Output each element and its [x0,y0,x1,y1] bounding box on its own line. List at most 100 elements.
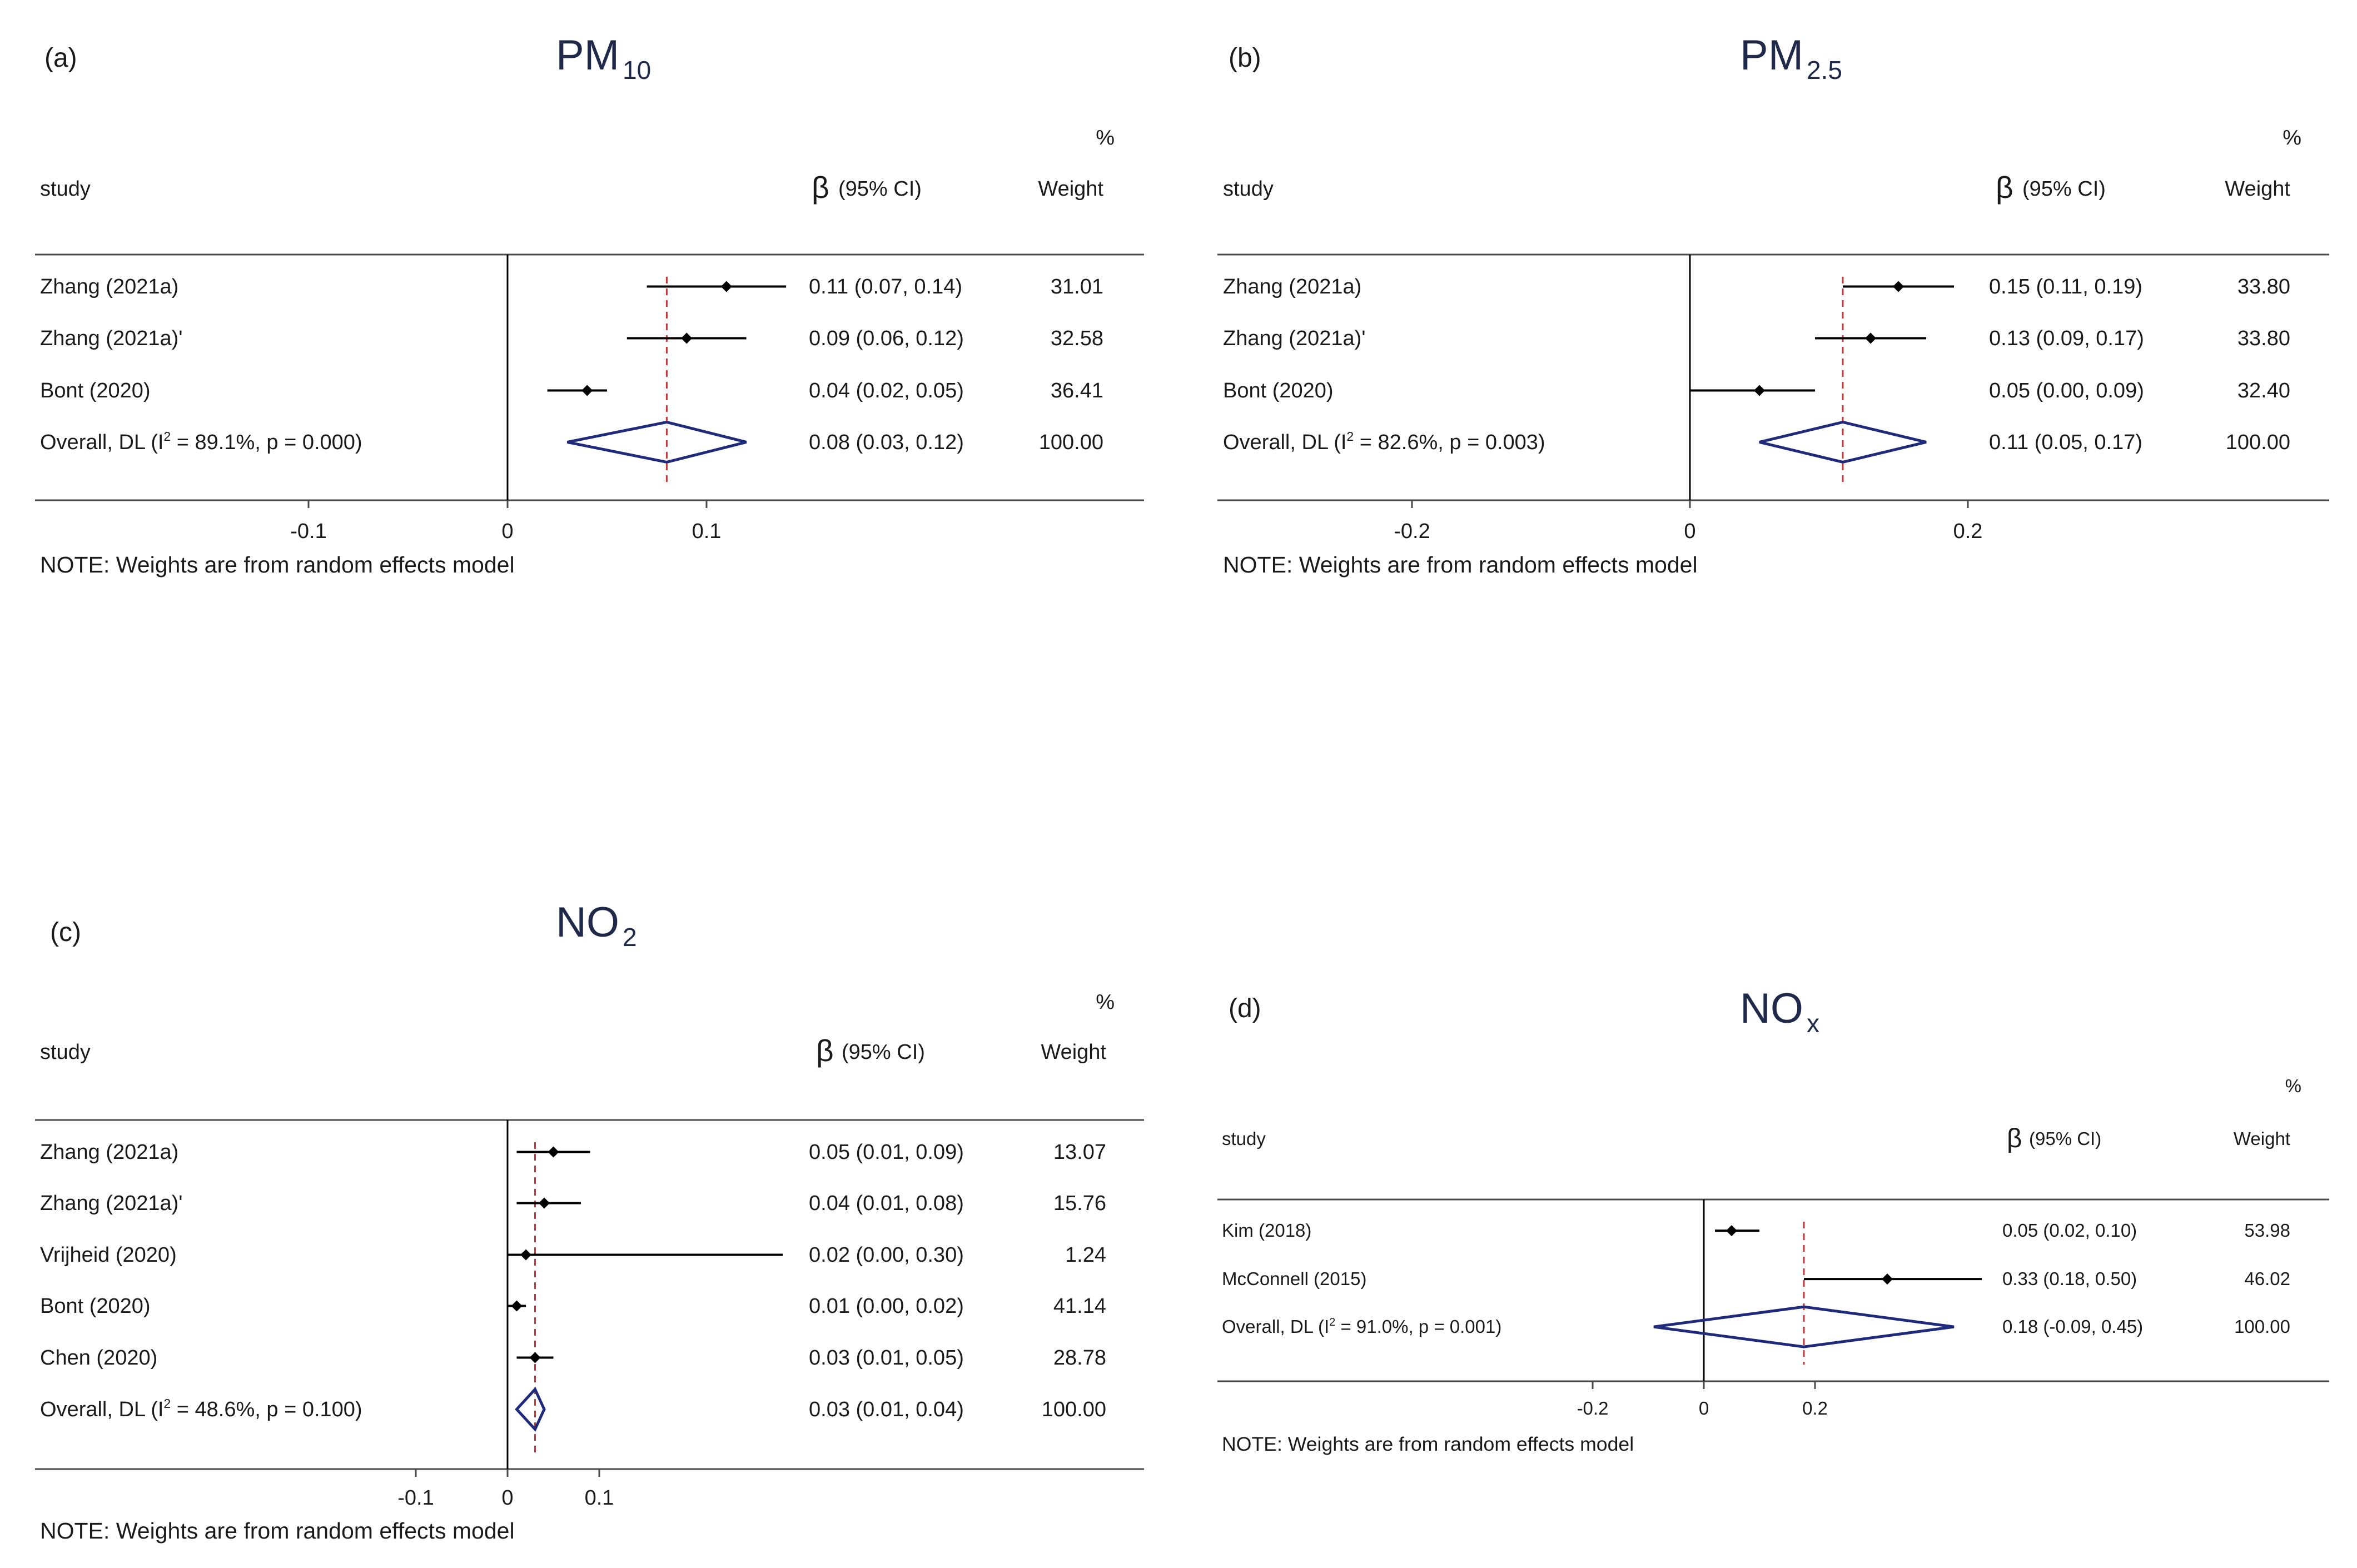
study-name: Bont (2020) [1223,379,1334,402]
estimate-ci-text: 0.05 (0.00, 0.09) [1989,379,2144,402]
point-estimate [720,281,732,292]
overall-diamond [515,1386,546,1432]
overall-diamond [566,420,747,464]
study-name: Chen (2020) [40,1346,157,1370]
header-ci: (95% CI) [2029,1128,2101,1149]
chart-title-main: NO [1740,985,1803,1032]
chart-title-subscript: 2 [623,923,637,952]
footnote: NOTE: Weights are from random effects mo… [1222,1433,1634,1455]
estimate-ci-text: 0.01 (0.00, 0.02) [809,1295,964,1318]
overall-weight: 100.00 [2234,1316,2290,1337]
overall-weight: 100.00 [2226,431,2290,454]
footnote: NOTE: Weights are from random effects mo… [40,1518,515,1544]
header-percent: % [1096,990,1115,1014]
weight-value: 32.58 [1051,327,1103,350]
header-beta: β [812,170,829,205]
header-weight: Weight [1038,177,1103,201]
point-estimate [581,385,593,396]
point-estimate [1882,1273,1893,1285]
chart-title: NO 2 [556,899,637,952]
forest-plot-panel-c: (c) NO 2% study β (95% CI) Weight Zhang (2021a)… [0,784,1178,1568]
panel-label: (b) [1229,43,1261,73]
x-tick-label: 0.2 [1802,1398,1828,1418]
estimate-ci-text: 0.11 (0.07, 0.14) [809,275,962,298]
header-ci: (95% CI) [842,1041,925,1064]
estimate-ci-text: 0.09 (0.06, 0.12) [809,327,964,350]
footnote: NOTE: Weights are from random effects mo… [1223,552,1698,578]
weight-value: 46.02 [2244,1268,2290,1289]
header-weight: Weight [2225,177,2290,201]
overall-suffix: = 91.0%, p = 0.001) [1335,1316,1501,1337]
overall-prefix: Overall, DL (I [40,1398,163,1421]
chart-title: PM 10 [556,32,651,84]
x-tick-label: 0 [501,520,513,543]
study-name: Zhang (2021a) [40,1141,178,1164]
weight-value: 36.41 [1051,379,1103,402]
forest-plot-panel-a: (a) PM 10% study β (95% CI) Weight Zhang (2021a… [0,0,1178,784]
x-tick-label: 0 [1684,520,1695,543]
weight-value: 31.01 [1051,275,1103,298]
overall-prefix: Overall, DL (I [1222,1316,1329,1337]
overall-label: Overall, DL (I2 = 89.1%, p = 0.000) [40,429,362,454]
x-tick-label: 0 [1699,1398,1709,1418]
point-estimate [520,1249,531,1261]
header-beta: β [2007,1124,2022,1153]
weight-value: 32.40 [2237,379,2290,402]
overall-i2-superscript: 2 [1329,1316,1335,1328]
weight-value: 28.78 [1053,1346,1106,1370]
weight-value: 13.07 [1053,1141,1106,1164]
point-estimate [1893,281,1904,292]
overall-ci-text: 0.03 (0.01, 0.04) [809,1398,964,1421]
study-name: Zhang (2021a)' [1223,327,1366,350]
x-tick-label: -0.2 [1394,520,1430,543]
study-name: Vrijheid (2020) [40,1243,177,1267]
estimate-ci-text: 0.02 (0.00, 0.30) [809,1243,964,1267]
header-weight: Weight [2234,1128,2290,1149]
study-name: Zhang (2021a) [1223,275,1361,298]
estimate-ci-text: 0.05 (0.02, 0.10) [2002,1220,2137,1241]
header-ci: (95% CI) [2022,177,2106,201]
overall-prefix: Overall, DL (I [1223,431,1346,454]
overall-diamond [1759,420,1927,464]
x-tick-label: 0.2 [1953,520,1983,543]
header-beta: β [816,1033,834,1068]
header-percent: % [2283,126,2301,150]
panel-label: (a) [44,43,77,73]
study-name: McConnell (2015) [1222,1268,1366,1289]
chart-title-main: NO [556,899,619,946]
overall-label: Overall, DL (I2 = 82.6%, p = 0.003) [1223,429,1545,454]
forest-plot-panel-b: (b) PM 2.5% study β (95% CI) Weight Zhang (2021… [1178,0,2357,784]
overall-weight: 100.00 [1039,431,1103,454]
chart-title-subscript: x [1807,1009,1819,1038]
study-name: Zhang (2021a)' [40,1192,183,1215]
panel-label: (d) [1229,994,1261,1023]
weight-value: 15.76 [1053,1192,1106,1215]
estimate-ci-text: 0.15 (0.11, 0.19) [1989,275,2142,298]
header-study: study [1222,1128,1266,1149]
chart-title-subscript: 2.5 [1807,56,1842,84]
header-percent: % [2285,1076,2301,1096]
study-name: Zhang (2021a) [40,275,178,298]
estimate-ci-text: 0.04 (0.01, 0.08) [809,1192,964,1215]
weight-value: 1.24 [1065,1243,1106,1267]
point-estimate [681,332,693,344]
point-estimate [1754,385,1765,396]
x-tick-label: -0.1 [397,1486,434,1510]
estimate-ci-text: 0.33 (0.18, 0.50) [2002,1268,2137,1289]
point-estimate [539,1197,550,1209]
overall-ci-text: 0.18 (-0.09, 0.45) [2002,1316,2143,1337]
x-tick-label: 0.1 [692,520,722,543]
point-estimate [1865,332,1876,344]
overall-ci-text: 0.11 (0.05, 0.17) [1989,431,2142,454]
overall-weight: 100.00 [1042,1398,1106,1421]
header-study: study [40,177,91,201]
point-estimate [1726,1225,1737,1237]
chart-title-main: PM [1740,32,1803,79]
panel-label: (c) [50,918,81,947]
point-estimate [529,1352,541,1363]
overall-suffix: = 89.1%, p = 0.000) [171,431,362,454]
x-tick-label: -0.2 [1577,1398,1609,1418]
overall-i2-superscript: 2 [163,1396,171,1411]
chart-title-main: PM [556,32,619,79]
